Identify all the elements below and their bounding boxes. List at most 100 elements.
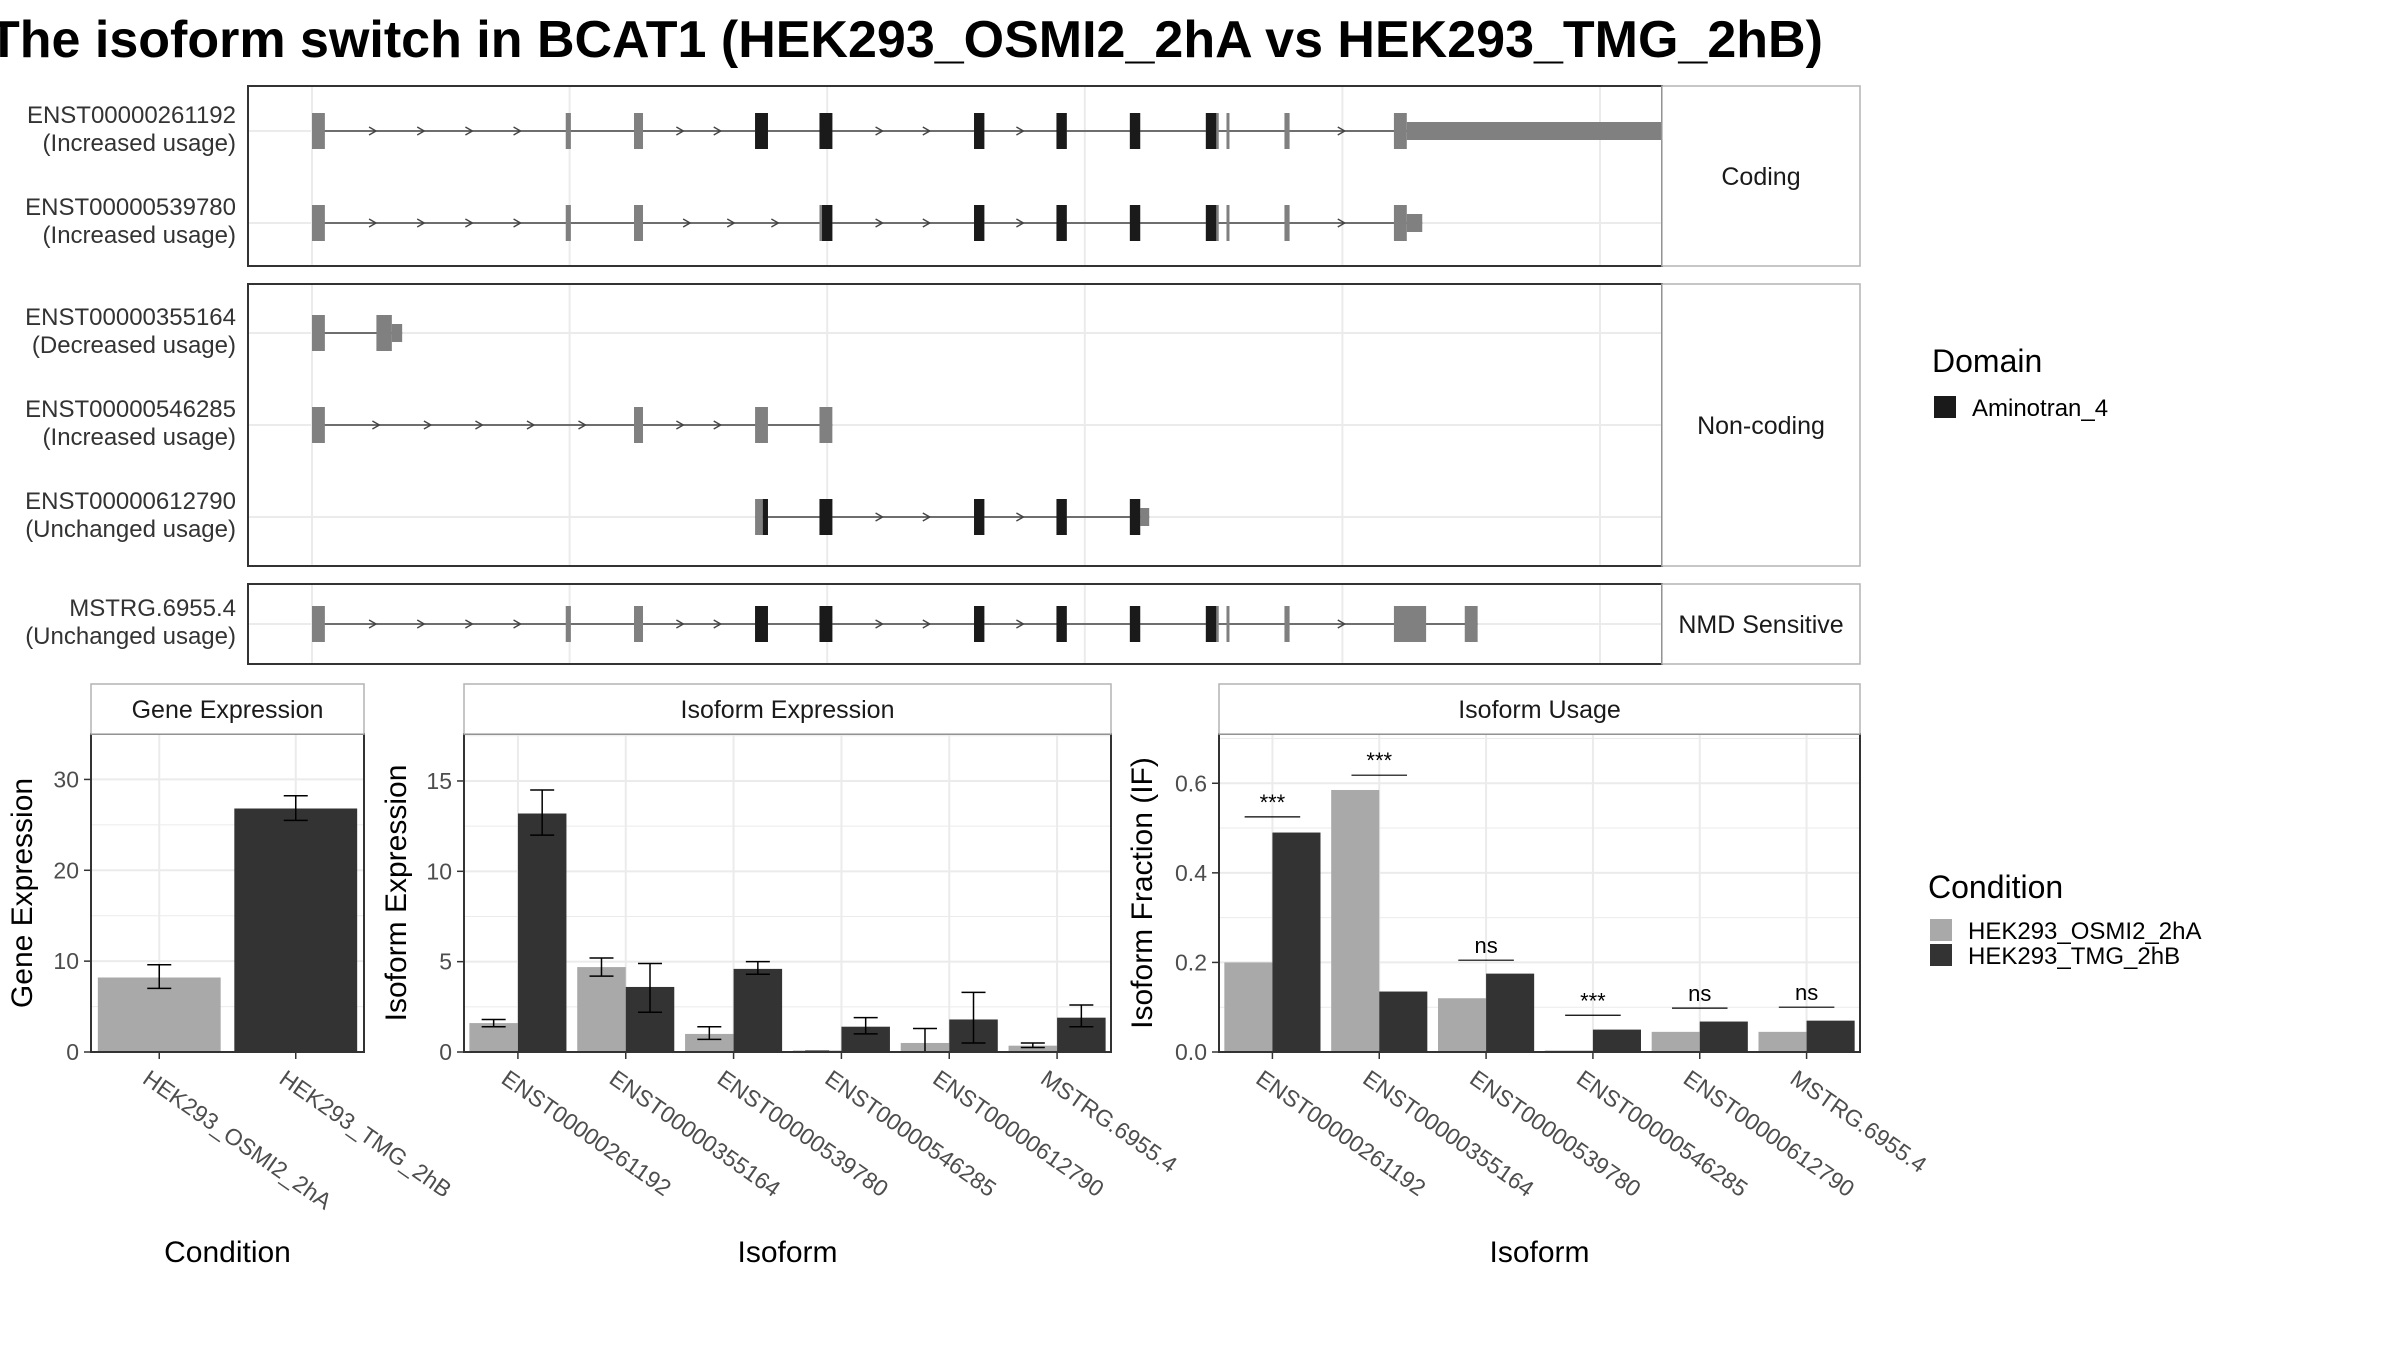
y-tick-label: 15	[426, 768, 452, 794]
bar	[733, 968, 783, 1052]
x-axis-title: Isoform	[1489, 1236, 1589, 1269]
intron-arrow	[1016, 512, 1025, 522]
intron-arrow	[513, 126, 522, 136]
y-tick-label: 20	[53, 857, 79, 883]
transcript-id-label: ENST00000539780	[25, 194, 236, 221]
domain-exon	[974, 499, 985, 535]
intron-arrow	[1337, 218, 1347, 228]
y-axis-title: Gene Expression	[6, 778, 39, 1008]
domain-exon	[1056, 499, 1067, 535]
y-axis-title: Isoform Fraction (IF)	[1126, 757, 1159, 1029]
exon	[1226, 205, 1230, 241]
intron-arrow	[416, 126, 426, 136]
intron-arrow	[513, 619, 522, 629]
intron-arrow	[676, 619, 685, 629]
bar	[1379, 991, 1428, 1052]
bar	[1592, 1029, 1641, 1052]
legend-key	[1930, 919, 1952, 941]
domain-exon	[974, 113, 985, 149]
intron-arrow	[922, 126, 932, 136]
bar	[1438, 998, 1487, 1052]
intron-arrow	[368, 218, 378, 228]
intron-arrow	[922, 619, 932, 629]
exon	[1393, 205, 1407, 241]
domain-exon	[1205, 113, 1217, 149]
exon	[755, 407, 768, 443]
bar	[1758, 1031, 1807, 1052]
domain-exon	[762, 499, 768, 535]
isoform-usage-panel: *** *** ns *** ns ns Isoform Usage 0.0 0.2 0.4 0.6…	[1126, 683, 1932, 1269]
intron-arrow	[726, 218, 736, 228]
facet-strip-label: Non-coding	[1697, 412, 1825, 440]
transcript-usage-label: (Unchanged usage)	[25, 623, 236, 650]
exon	[634, 407, 644, 443]
domain-exon	[1056, 205, 1067, 241]
facet-strip-label: NMD Sensitive	[1678, 611, 1843, 639]
bar	[685, 1033, 734, 1052]
y-tick-label: 0.0	[1175, 1039, 1207, 1065]
y-tick-label: 5	[439, 949, 452, 975]
intron-arrow	[475, 420, 484, 430]
x-axis-title: Isoform	[737, 1236, 837, 1269]
intron-arrow	[713, 126, 723, 136]
intron-arrow	[423, 420, 433, 430]
domain-exon	[1205, 205, 1217, 241]
intron-arrow	[713, 420, 723, 430]
y-tick-label: 0.2	[1175, 949, 1207, 975]
domain-exon	[1129, 606, 1141, 642]
exon	[1393, 113, 1407, 149]
transcript-usage-label: (Increased usage)	[43, 130, 236, 157]
intron-arrow	[368, 619, 378, 629]
domain-exon	[1129, 113, 1141, 149]
structure-panel-bg	[248, 86, 1662, 266]
exon	[312, 407, 325, 443]
intron-arrow	[922, 512, 932, 522]
bar	[97, 977, 221, 1052]
bar	[1331, 789, 1380, 1052]
intron-arrow	[1016, 126, 1025, 136]
legend-key	[1934, 396, 1956, 418]
exon	[1284, 205, 1290, 241]
legend-label: HEK293_OSMI2_2hA	[1968, 918, 2201, 945]
exon	[1284, 606, 1290, 642]
intron-arrow	[465, 218, 474, 228]
exon	[755, 499, 763, 535]
transcript-structure-panel: ENST00000261192(Increased usage)ENST0000…	[25, 85, 1861, 665]
intron-arrow	[416, 218, 426, 228]
exon	[376, 315, 392, 351]
domain-exon	[1056, 606, 1067, 642]
intron-arrow	[875, 218, 884, 228]
significance-label: ***	[1580, 988, 1606, 1013]
facet-strip	[1661, 85, 1861, 267]
domain-exon	[755, 113, 768, 149]
exon	[634, 113, 644, 149]
exon	[312, 315, 325, 351]
intron-arrow	[875, 619, 884, 629]
significance-label: ***	[1260, 790, 1286, 815]
exon	[1284, 113, 1290, 149]
bar	[1224, 962, 1273, 1052]
bar	[577, 967, 626, 1052]
panel-strip-label: Isoform Usage	[1458, 696, 1621, 724]
transcript-id-label: MSTRG.6955.4	[69, 595, 236, 622]
intron-arrow	[713, 619, 723, 629]
transcript-usage-label: (Decreased usage)	[32, 332, 236, 359]
x-tick-label: ENST00000546285	[1572, 1065, 1752, 1202]
transcript-id-label: ENST00000612790	[25, 488, 236, 515]
legend-title: Domain	[1932, 343, 2042, 379]
exon	[819, 407, 833, 443]
intron-arrow	[578, 420, 587, 430]
y-tick-label: 0.4	[1175, 860, 1207, 886]
y-tick-label: 10	[53, 948, 79, 974]
legend-key	[1930, 944, 1952, 966]
legend-label: Aminotran_4	[1972, 395, 2108, 422]
exon	[634, 205, 644, 241]
usage-panel-bg	[1219, 734, 1860, 1052]
intron-arrow	[513, 218, 522, 228]
bar	[1806, 1020, 1855, 1052]
transcript-id-label: ENST00000355164	[25, 304, 236, 331]
significance-label: ***	[1366, 748, 1392, 773]
x-tick-label: ENST00000539780	[1465, 1065, 1645, 1202]
